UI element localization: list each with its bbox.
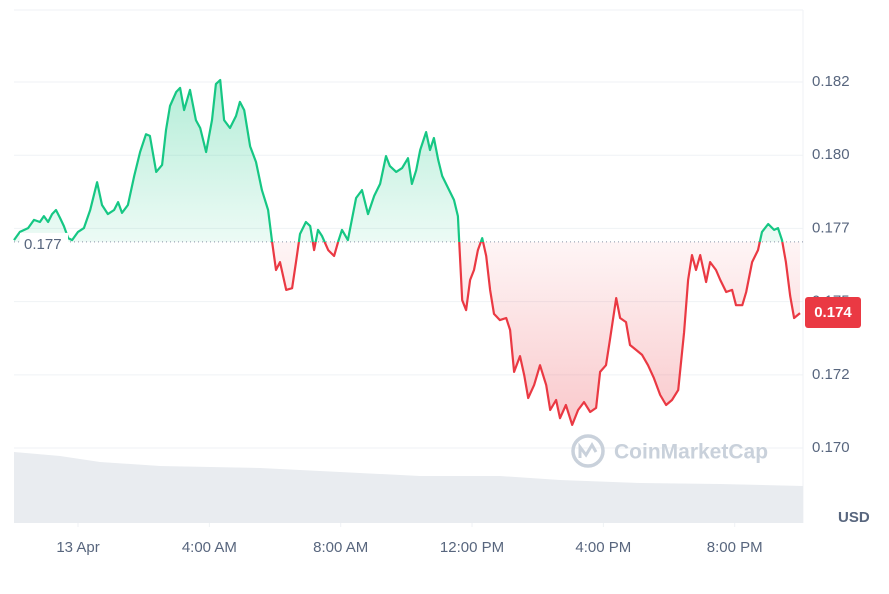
y-unit: USD xyxy=(838,509,870,526)
y-tick-label: 0.170 xyxy=(812,439,850,456)
price-area xyxy=(14,80,801,425)
watermark: CoinMarketCap xyxy=(571,434,768,468)
x-tick-label: 8:00 PM xyxy=(707,539,763,556)
watermark-logo-mark xyxy=(578,442,598,458)
watermark-text: CoinMarketCap xyxy=(614,441,768,464)
x-tick-label: 4:00 PM xyxy=(575,539,631,556)
y-tick-label: 0.177 xyxy=(812,219,850,236)
x-tick-label: 8:00 AM xyxy=(313,539,368,556)
y-tick-label: 0.180 xyxy=(812,146,850,163)
price-line xyxy=(13,78,801,426)
baseline-label-bg xyxy=(20,232,68,253)
volume-area xyxy=(14,452,803,523)
x-tick-label: 4:00 AM xyxy=(182,539,237,556)
plot: 0.177 xyxy=(13,78,803,426)
last-price-label: 0.174 xyxy=(814,304,852,321)
x-tick-label: 13 Apr xyxy=(56,539,99,556)
baseline-label: 0.177 xyxy=(24,236,62,253)
y-tick-label: 0.182 xyxy=(812,73,850,90)
y-tick-label: 0.172 xyxy=(812,366,850,383)
watermark-logo xyxy=(571,434,605,468)
x-tick-label: 12:00 PM xyxy=(440,539,504,556)
last-price-badge xyxy=(805,297,861,329)
